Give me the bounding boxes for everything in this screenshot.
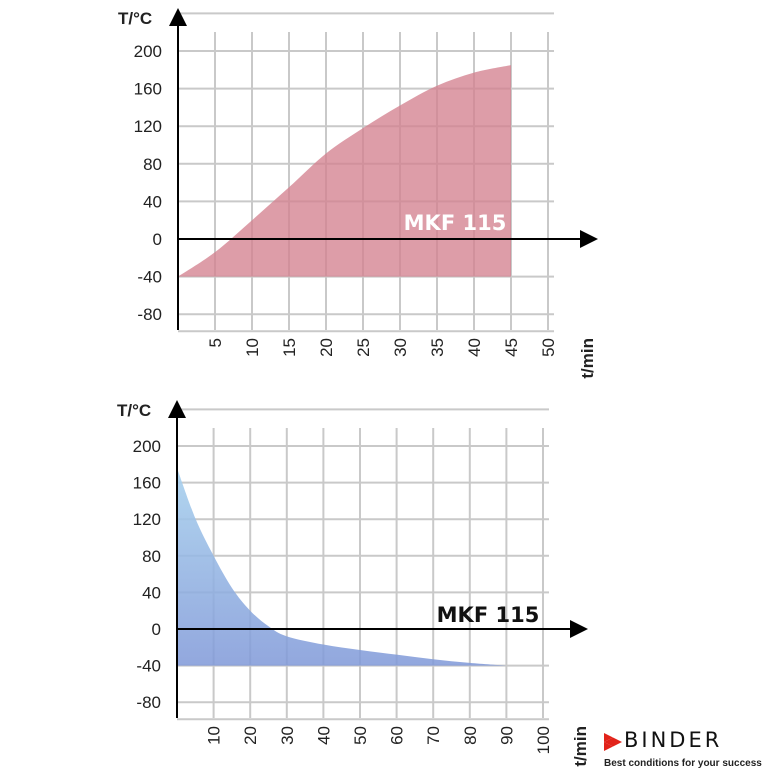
- x-tick-label: 20: [317, 338, 336, 357]
- x-tick-label: 5: [206, 338, 225, 347]
- binder-logo-mark-icon: [604, 733, 622, 751]
- x-axis-label: t/min: [578, 338, 597, 379]
- x-axis-arrow-icon: [580, 230, 598, 248]
- x-tick-label: 50: [539, 338, 558, 357]
- series-label: MKF 115: [404, 211, 507, 235]
- y-tick-label: 160: [134, 80, 162, 99]
- y-tick-label: 0: [152, 620, 161, 639]
- x-tick-label: 35: [428, 338, 447, 357]
- y-axis-label: T/°C: [117, 401, 151, 420]
- y-tick-label: 80: [142, 547, 161, 566]
- x-tick-label: 100: [534, 726, 553, 754]
- x-tick-label: 20: [241, 726, 260, 745]
- x-tick-label: 90: [497, 726, 516, 745]
- y-tick-label: 200: [134, 42, 162, 61]
- y-tick-label: 40: [142, 583, 161, 602]
- x-tick-label: 30: [278, 726, 297, 745]
- series-label: MKF 115: [437, 603, 540, 627]
- x-tick-label: 70: [424, 726, 443, 745]
- x-tick-label: 80: [461, 726, 480, 745]
- x-tick-label: 25: [354, 338, 373, 357]
- y-tick-label: -80: [136, 693, 161, 712]
- x-tick-label: 50: [351, 726, 370, 745]
- x-tick-label: 10: [205, 726, 224, 745]
- y-axis-arrow-icon: [168, 400, 186, 418]
- y-tick-label: -80: [137, 305, 162, 324]
- temperature-area: [177, 467, 507, 666]
- y-tick-label: 120: [133, 510, 161, 529]
- logo-tagline: Best conditions for your success: [604, 758, 762, 769]
- x-tick-label: 10: [243, 338, 262, 357]
- x-axis-arrow-icon: [570, 620, 588, 638]
- cooling-chart: 200 160 120 80 40 0 -40 -80 10 20 30 40 50 60 70 80 90 10…: [117, 400, 590, 767]
- y-axis-label: T/°C: [118, 9, 152, 28]
- binder-logo-word: BINDER: [624, 728, 723, 752]
- temperature-area: [178, 65, 511, 277]
- x-tick-label: 40: [314, 726, 333, 745]
- y-tick-label: 80: [143, 155, 162, 174]
- y-tick-label: 40: [143, 192, 162, 211]
- x-tick-label: 60: [388, 726, 407, 745]
- y-axis-arrow-icon: [169, 8, 187, 26]
- heating-chart: 200 160 120 80 40 0 -40 -80 5 10 15 20 25 30 35 40 45 50 T…: [118, 8, 598, 379]
- x-tick-label: 45: [502, 338, 521, 357]
- y-tick-label: 200: [133, 437, 161, 456]
- x-tick-label: 15: [280, 338, 299, 357]
- y-tick-label: -40: [137, 268, 162, 287]
- x-axis-label: t/min: [571, 726, 590, 767]
- y-tick-label: 120: [134, 117, 162, 136]
- y-tick-label: -40: [136, 657, 161, 676]
- x-tick-label: 30: [391, 338, 410, 357]
- y-tick-label: 160: [133, 474, 161, 493]
- y-tick-label: 0: [153, 230, 162, 249]
- x-tick-label: 40: [465, 338, 484, 357]
